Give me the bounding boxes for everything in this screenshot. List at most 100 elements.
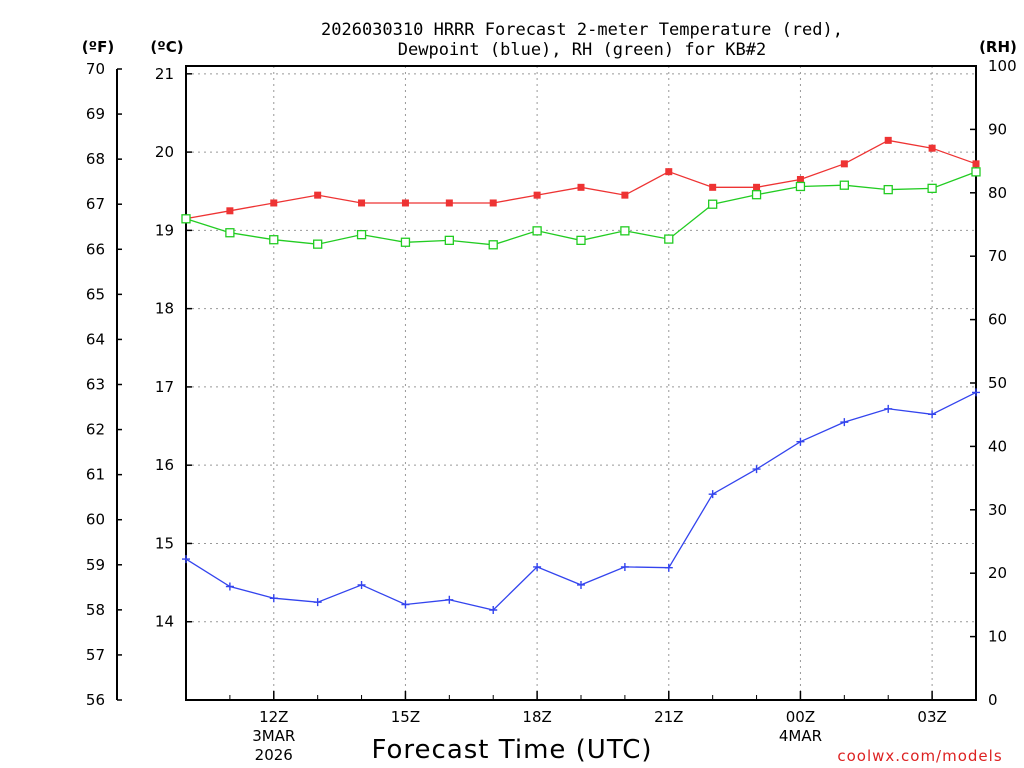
chart-title-line1: 2026030310 HRRR Forecast 2-meter Tempera… (321, 20, 843, 40)
rh-point (620, 226, 630, 236)
dewpoint-point (884, 404, 893, 413)
celsius-tick-label: 18 (155, 300, 174, 318)
rh-point (444, 235, 454, 246)
dewpoint-line (185, 391, 977, 611)
celsius-tick-label: 17 (155, 378, 174, 396)
rh-point (181, 214, 191, 224)
rh-series (181, 167, 981, 250)
temperature-point (884, 136, 892, 144)
fahrenheit-tick-label: 66 (86, 240, 105, 258)
fahrenheit-tick-label: 60 (86, 511, 105, 529)
dewpoint-point (577, 580, 585, 589)
dewpoint-point (489, 605, 498, 614)
dewpoint-point (313, 598, 322, 607)
rh-tick-label: 20 (988, 564, 1007, 582)
temperature-point (489, 199, 497, 207)
rh-tick-label: 80 (988, 184, 1007, 202)
dewpoint-point (796, 437, 805, 446)
temperature-point (401, 199, 409, 207)
rh-point (313, 239, 323, 249)
rh-tick-label: 60 (988, 311, 1007, 329)
temperature-point (665, 168, 673, 176)
grid-lines (186, 66, 976, 700)
rh-point (883, 184, 893, 195)
dewpoint-point (225, 582, 234, 591)
temperature-point (577, 183, 585, 191)
fahrenheit-tick-label: 62 (86, 421, 105, 439)
x-tick-date-label: 4MAR (779, 727, 822, 745)
celsius-tick-label: 15 (155, 534, 174, 552)
temperature-point (972, 160, 980, 168)
fahrenheit-tick-label: 64 (86, 330, 105, 348)
temperature-point (709, 183, 717, 191)
x-tick-year-label: 2026 (255, 746, 293, 764)
dewpoint-point (708, 490, 717, 499)
rh-point (400, 237, 411, 247)
fahrenheit-tick-label: 70 (86, 60, 105, 78)
rh-point (927, 183, 937, 194)
rh-tick-label: 70 (988, 247, 1007, 265)
dewpoint-point (357, 580, 366, 589)
temperature-point (270, 199, 278, 207)
fahrenheit-tick-label: 69 (86, 105, 105, 123)
rh-point (664, 234, 674, 244)
tick-labels: 56 57 58 59 60 61 62 63 64 65 66 67 68 69 70 14 15 16 17 18… (86, 57, 1017, 764)
dewpoint-point (269, 594, 278, 603)
temperature-point (928, 144, 936, 152)
celsius-tick-label: 16 (155, 456, 174, 474)
rh-point (356, 229, 367, 240)
credit-text[interactable]: coolwx.com/models (837, 747, 1002, 765)
temperature-point (445, 199, 453, 207)
x-tick-label: 00Z (786, 708, 815, 726)
x-tick-label: 03Z (917, 708, 946, 726)
rh-point (795, 181, 806, 192)
celsius-tick-label: 20 (155, 143, 174, 161)
fahrenheit-tick-label: 63 (86, 376, 105, 394)
rh-tick-label: 90 (988, 120, 1007, 138)
rh-point (708, 199, 718, 209)
fahrenheit-tick-label: 67 (86, 195, 105, 213)
fahrenheit-tick-label: 57 (86, 646, 105, 664)
dewpoint-series (182, 388, 980, 614)
celsius-tick-label: 19 (155, 221, 174, 239)
dewpoint-point (928, 410, 937, 419)
temperature-point (840, 160, 848, 168)
rh-point (532, 226, 542, 236)
x-tick-label: 21Z (654, 708, 683, 726)
x-axis-label: Forecast Time (UTC) (371, 735, 652, 765)
data-series (181, 136, 981, 614)
rh-point (751, 190, 762, 200)
celsius-unit-label: (ºC) (150, 38, 183, 56)
temperature-point (621, 191, 629, 199)
fahrenheit-tick-label: 68 (86, 150, 105, 168)
rh-point (576, 235, 586, 246)
dewpoint-point (752, 465, 761, 474)
axes (116, 65, 977, 701)
rh-unit-label: (RH) (979, 38, 1017, 56)
rh-point (488, 240, 498, 250)
rh-point (971, 167, 981, 177)
dewpoint-point (533, 562, 542, 571)
rh-point (269, 235, 279, 245)
temperature-point (314, 191, 322, 199)
fahrenheit-tick-label: 65 (86, 285, 105, 303)
x-tick-label: 18Z (522, 708, 551, 726)
temperature-point (358, 199, 366, 207)
temperature-point (533, 191, 541, 199)
celsius-tick-label: 14 (155, 613, 174, 631)
rh-tick-label: 0 (988, 691, 998, 709)
temperature-point (753, 183, 761, 191)
fahrenheit-unit-label: (ºF) (82, 38, 114, 56)
fahrenheit-tick-label: 61 (86, 466, 105, 484)
rh-tick-label: 40 (988, 437, 1007, 455)
dewpoint-point (401, 600, 410, 609)
dewpoint-point (972, 388, 980, 397)
x-tick-date-label: 3MAR (252, 727, 295, 745)
plot-frame (185, 65, 977, 701)
temperature-series (182, 136, 980, 223)
dewpoint-point (445, 595, 454, 604)
fahrenheit-tick-label: 58 (86, 601, 105, 619)
dewpoint-point (664, 563, 673, 572)
